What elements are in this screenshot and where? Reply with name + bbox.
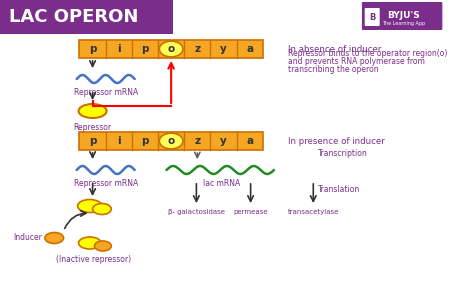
- Ellipse shape: [94, 241, 111, 251]
- Text: p: p: [141, 44, 149, 54]
- Text: LAC OPERON: LAC OPERON: [9, 8, 139, 26]
- Text: transacetylase: transacetylase: [288, 209, 339, 215]
- Text: Repressor mRNA: Repressor mRNA: [73, 179, 138, 188]
- Text: Repressor: Repressor: [73, 123, 112, 132]
- Text: Inducer: Inducer: [14, 234, 43, 242]
- Ellipse shape: [159, 41, 183, 57]
- Text: In absence of inducer: In absence of inducer: [288, 45, 382, 53]
- FancyBboxPatch shape: [362, 2, 442, 30]
- Text: a: a: [246, 136, 253, 146]
- Text: p: p: [141, 136, 149, 146]
- Text: Transcription: Transcription: [318, 149, 368, 158]
- Text: a: a: [246, 44, 253, 54]
- Text: and prevents RNA polymerase from: and prevents RNA polymerase from: [288, 57, 425, 66]
- Text: B: B: [369, 12, 375, 21]
- Text: z: z: [194, 136, 201, 146]
- Ellipse shape: [79, 104, 107, 118]
- Text: p: p: [89, 136, 96, 146]
- Bar: [80, 40, 263, 58]
- Text: y: y: [220, 44, 227, 54]
- Ellipse shape: [79, 237, 101, 249]
- Text: Translation: Translation: [318, 184, 360, 194]
- Text: The Learning App: The Learning App: [383, 21, 426, 25]
- Text: transcribing the operon: transcribing the operon: [288, 64, 379, 73]
- Ellipse shape: [92, 203, 111, 214]
- Bar: [80, 132, 263, 150]
- Text: permease: permease: [233, 209, 268, 215]
- FancyBboxPatch shape: [365, 8, 380, 26]
- Text: (Inactive repressor): (Inactive repressor): [56, 255, 131, 264]
- Ellipse shape: [45, 232, 64, 244]
- Text: BYJU'S: BYJU'S: [388, 10, 420, 19]
- Text: i: i: [117, 44, 120, 54]
- Ellipse shape: [78, 199, 102, 212]
- Text: lac mRNA: lac mRNA: [203, 179, 240, 188]
- Text: Repressor binds to the operator region(o): Repressor binds to the operator region(o…: [288, 49, 447, 58]
- Text: o: o: [167, 44, 175, 54]
- Text: y: y: [220, 136, 227, 146]
- Text: Repressor mRNA: Repressor mRNA: [73, 88, 138, 97]
- Ellipse shape: [159, 133, 183, 149]
- Text: z: z: [194, 44, 201, 54]
- Text: i: i: [117, 136, 120, 146]
- FancyBboxPatch shape: [0, 0, 173, 34]
- Text: o: o: [167, 136, 175, 146]
- Text: In presence of inducer: In presence of inducer: [288, 136, 385, 145]
- Text: β- galactosidase: β- galactosidase: [168, 209, 225, 215]
- Text: p: p: [89, 44, 96, 54]
